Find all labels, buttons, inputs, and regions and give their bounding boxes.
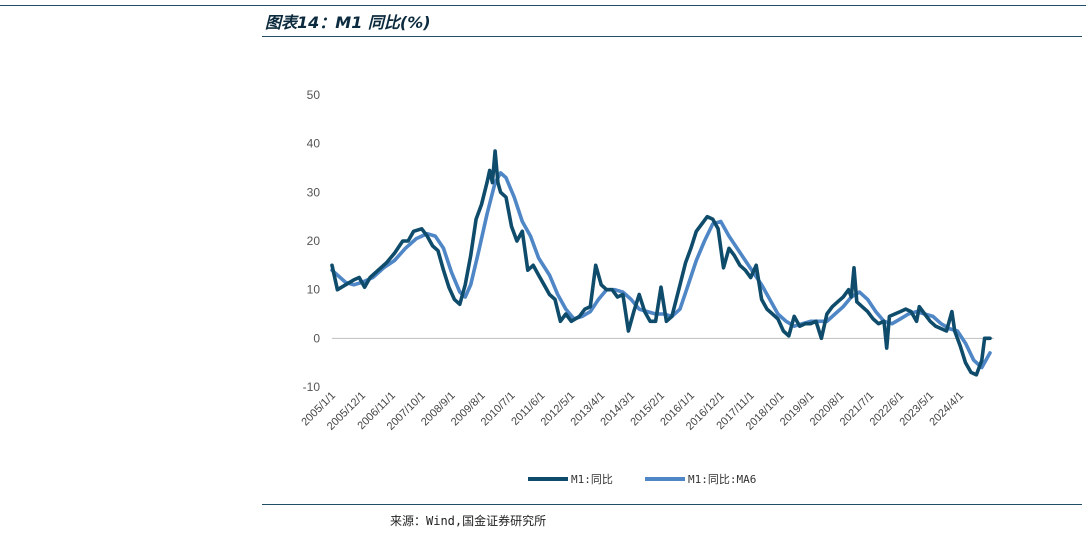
legend-item-m1-label: M1:同比: [571, 473, 613, 486]
series-line-m1-ma6: [330, 171, 992, 370]
top-rule: [0, 5, 1086, 6]
title-rule: [262, 36, 1082, 37]
series-line-m1: [330, 149, 992, 377]
bottom-rule: [262, 504, 1082, 505]
chart-title: 图表14：M1 同比(%): [265, 13, 431, 32]
y-tick-label: 40: [307, 137, 321, 151]
y-tick-label: 10: [307, 283, 321, 297]
y-tick-label: 30: [307, 185, 321, 199]
y-tick-label: 50: [307, 88, 321, 102]
y-tick-label: 20: [307, 234, 321, 248]
y-tick-label: -10: [303, 380, 321, 394]
y-axis-ticks: -10 0 10 20 30 40 50: [303, 88, 321, 394]
source-note: 来源：Wind,国金证券研究所: [390, 514, 547, 528]
x-axis-ticks: 2005/1/12005/12/12006/11/12007/10/12008/…: [299, 390, 966, 433]
legend: M1:同比 M1:同比:MA6: [528, 473, 756, 486]
y-tick-label: 0: [313, 331, 320, 345]
series-lines: [330, 149, 992, 377]
legend-item-m1-ma6-label: M1:同比:MA6: [688, 473, 756, 486]
